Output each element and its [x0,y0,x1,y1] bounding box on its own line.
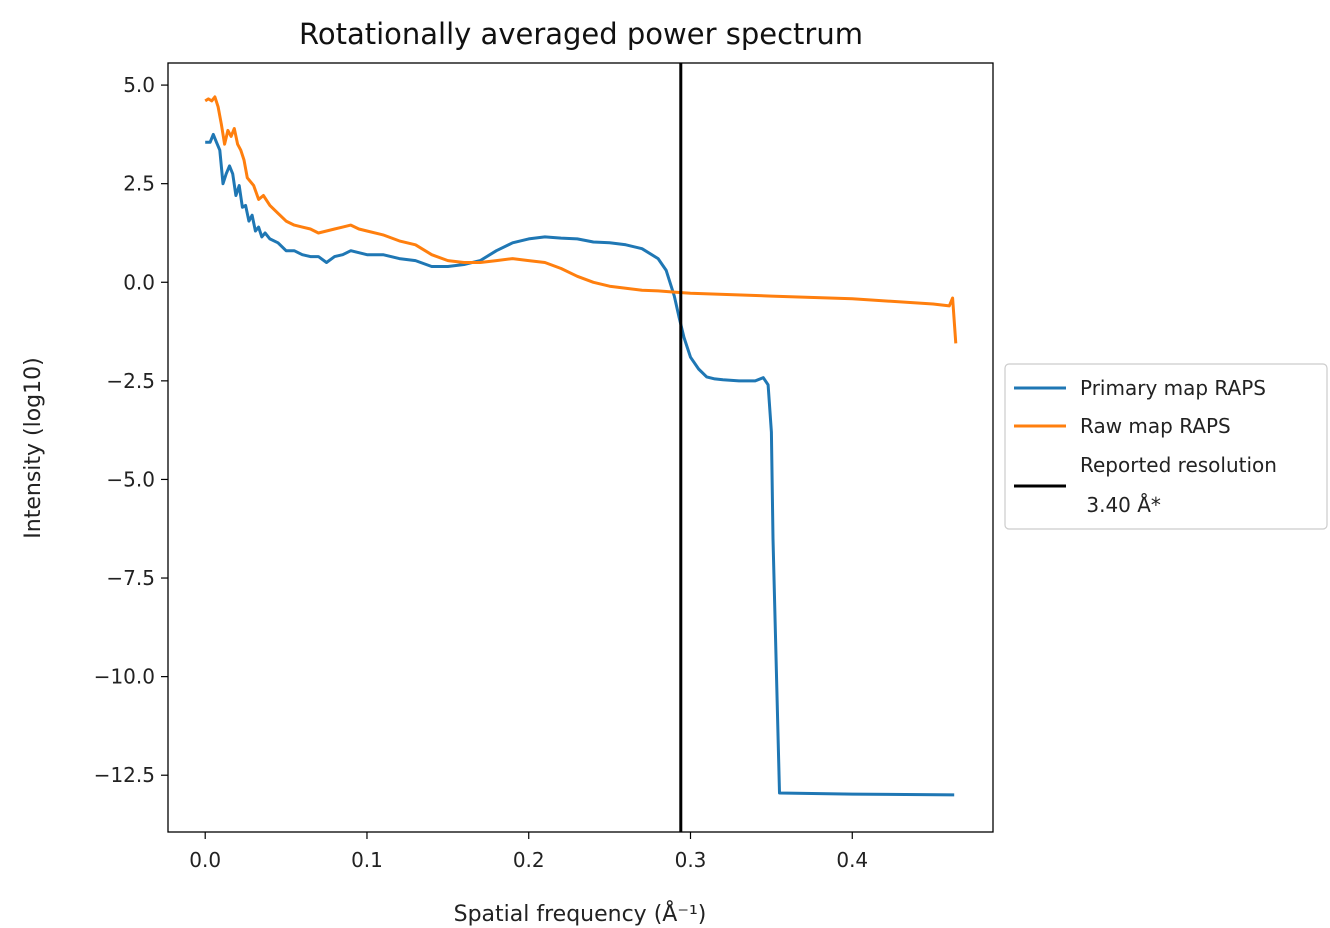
legend-label-resolution: Reported resolution [1080,453,1277,477]
y-tick-label: −5.0 [106,467,155,491]
x-axis: 0.0 0.1 0.2 0.3 0.4 [189,832,868,872]
series-layer [204,63,958,832]
y-tick-label: −10.0 [94,665,155,689]
y-axis-title: Intensity (log10) [21,357,46,538]
y-tick-label: −12.5 [94,763,155,787]
chart-title: Rotationally averaged power spectrum [299,17,863,51]
x-tick-label: 0.4 [836,848,868,872]
legend-label-raw: Raw map RAPS [1080,414,1231,438]
legend-label-primary: Primary map RAPS [1080,376,1266,400]
x-tick-label: 0.0 [189,848,221,872]
y-tick-label: 2.5 [123,172,155,196]
legend-box [1004,363,1328,530]
y-tick-label: −7.5 [106,566,155,590]
legend-label-resolution-value: 3.40 Å* [1080,493,1161,517]
x-tick-label: 0.1 [351,848,383,872]
x-tick-label: 0.3 [675,848,707,872]
plot-frame [167,62,994,833]
y-axis: 5.0 2.5 0.0 −2.5 −5.0 −7.5 −10.0 −12.5 [94,73,168,787]
y-tick-label: 0.0 [123,270,155,294]
x-axis-title: Spatial frequency (Å⁻¹) [454,900,707,927]
y-tick-label: −2.5 [106,369,155,393]
y-tick-label: 5.0 [123,73,155,97]
raw-map-line [204,95,958,344]
x-tick-label: 0.2 [513,848,545,872]
legend: Primary map RAPS Raw map RAPS Reported r… [1004,363,1328,530]
primary-map-line [205,132,955,797]
